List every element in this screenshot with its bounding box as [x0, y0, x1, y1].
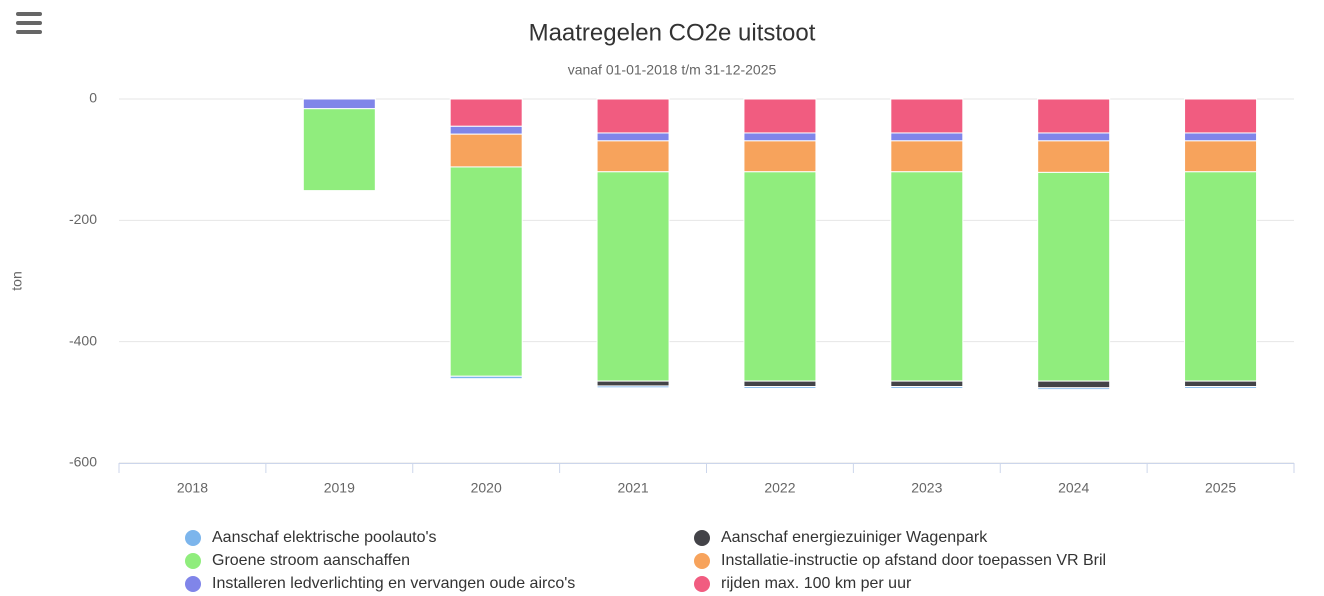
bar-segment [1037, 171, 1111, 382]
bar-segment [1184, 380, 1258, 388]
bar-segment [1037, 132, 1111, 142]
legend-label: Installeren ledverlichting en vervangen … [212, 575, 575, 592]
legend-label: Aanschaf energiezuiniger Wagenpark [721, 529, 988, 546]
bar-segment [449, 166, 523, 377]
legend-marker [694, 553, 710, 569]
x-tick-label: 2019 [324, 480, 355, 496]
bar-segment [302, 108, 376, 192]
bar-segment [1184, 171, 1258, 382]
x-tick-label: 2024 [1058, 480, 1089, 496]
x-tick-label: 2018 [177, 480, 208, 496]
bar-segment [1184, 132, 1258, 142]
chart-title: Maatregelen CO2e uitstoot [529, 19, 816, 46]
bar-segment [1037, 98, 1111, 134]
x-tick-label: 2020 [471, 480, 502, 496]
bar-segment [596, 132, 670, 142]
y-tick-label: -200 [69, 211, 97, 227]
legend-marker [694, 530, 710, 546]
bar-segment [449, 125, 523, 135]
bar-segment [1037, 380, 1111, 389]
chart-subtitle: vanaf 01-01-2018 t/m 31-12-2025 [568, 62, 777, 78]
bar-segment [890, 98, 964, 134]
y-tick-label: 0 [89, 90, 97, 106]
x-tick-label: 2023 [911, 480, 942, 496]
menu-button[interactable] [16, 12, 42, 34]
bar-segment [449, 375, 523, 380]
bar-segment [1037, 387, 1111, 391]
bar-segment [1184, 98, 1258, 134]
bar-segment [596, 98, 670, 134]
x-tick-label: 2025 [1205, 480, 1236, 496]
bar-segment [1037, 140, 1111, 173]
y-tick-label: -400 [69, 332, 97, 348]
bar-segment [890, 171, 964, 382]
legend-marker [694, 576, 710, 592]
bar-segment [449, 133, 523, 168]
legend-marker [185, 576, 201, 592]
legend-marker [185, 553, 201, 569]
bar-segment [596, 380, 670, 387]
bar-segment [890, 140, 964, 173]
x-tick-label: 2022 [764, 480, 795, 496]
bar-segment [596, 140, 670, 173]
x-tick-label: 2021 [617, 480, 648, 496]
bar-segment [890, 380, 964, 388]
y-tick-label: -600 [69, 454, 97, 470]
bar-segment [302, 98, 376, 110]
bar-segment [743, 132, 817, 142]
bar-segment [890, 132, 964, 142]
bar-segment [743, 140, 817, 173]
bar-segment [1184, 140, 1258, 173]
bar-segment [596, 171, 670, 382]
legend-label: Aanschaf elektrische poolauto's [212, 529, 437, 546]
y-axis-title: ton [9, 271, 25, 290]
bar-segment [890, 386, 964, 389]
bar-segment [743, 380, 817, 388]
bar-segment [743, 98, 817, 134]
legend-marker [185, 530, 201, 546]
legend-label: Groene stroom aanschaffen [212, 552, 410, 569]
bar-segment [743, 386, 817, 389]
legend-label: Installatie-instructie op afstand door t… [721, 552, 1106, 569]
legend-label: rijden max. 100 km per uur [721, 575, 912, 592]
bar-segment [596, 385, 670, 389]
bar-segment [1184, 386, 1258, 389]
bar-segment [743, 171, 817, 382]
bar-segment [449, 98, 523, 127]
